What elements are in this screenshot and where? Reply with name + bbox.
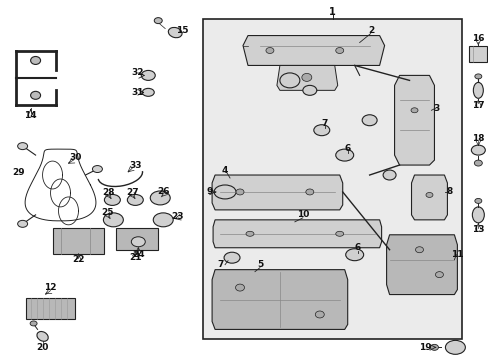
Text: 6: 6 [344,144,350,153]
Bar [52,228,104,254]
Text: 27: 27 [126,188,139,197]
Text: 20: 20 [36,343,49,352]
Polygon shape [243,36,384,66]
Polygon shape [212,270,347,329]
Ellipse shape [104,194,120,206]
Ellipse shape [127,194,143,206]
Text: 18: 18 [471,134,484,143]
Ellipse shape [265,48,273,54]
Text: 33: 33 [129,161,141,170]
Ellipse shape [92,166,102,172]
Text: 14: 14 [24,111,37,120]
Polygon shape [411,175,447,220]
Text: 26: 26 [157,188,169,197]
Ellipse shape [18,220,27,227]
Ellipse shape [335,231,343,236]
Polygon shape [394,75,433,165]
Ellipse shape [435,272,443,278]
Ellipse shape [31,91,41,99]
Text: 6: 6 [354,243,360,252]
Text: 3: 3 [432,104,439,113]
Text: 24: 24 [132,250,144,259]
Ellipse shape [301,73,311,81]
Ellipse shape [474,198,481,203]
Ellipse shape [415,247,423,253]
Ellipse shape [302,85,316,95]
Ellipse shape [473,160,481,166]
Ellipse shape [31,57,41,64]
Ellipse shape [345,249,363,261]
Text: 15: 15 [176,26,188,35]
Ellipse shape [315,311,324,318]
Ellipse shape [214,185,236,199]
Text: 5: 5 [256,260,263,269]
Ellipse shape [382,170,395,180]
Ellipse shape [168,27,182,38]
Text: 21: 21 [129,253,141,262]
Polygon shape [468,45,487,62]
Ellipse shape [235,284,244,291]
Ellipse shape [153,213,173,227]
Ellipse shape [142,88,154,96]
Ellipse shape [313,125,329,136]
Ellipse shape [236,189,244,195]
Ellipse shape [103,213,123,227]
Text: 32: 32 [131,68,143,77]
Text: 29: 29 [12,167,25,176]
Text: 7: 7 [321,119,327,128]
Text: 30: 30 [69,153,81,162]
Ellipse shape [429,345,438,350]
Ellipse shape [425,193,432,197]
Text: 1: 1 [329,6,335,17]
Ellipse shape [471,207,483,223]
Ellipse shape [470,145,484,155]
Text: 10: 10 [296,210,308,219]
Ellipse shape [410,108,417,113]
Text: 4: 4 [222,166,228,175]
Text: 17: 17 [471,101,484,110]
Ellipse shape [445,340,465,354]
Ellipse shape [18,143,27,150]
Ellipse shape [279,73,299,88]
Ellipse shape [141,71,155,80]
Text: 11: 11 [450,250,463,259]
Ellipse shape [474,74,481,79]
Polygon shape [386,235,456,294]
Ellipse shape [305,189,313,195]
Text: 25: 25 [101,208,113,217]
Ellipse shape [30,321,37,326]
Ellipse shape [154,18,162,24]
Text: 7: 7 [217,260,223,269]
Text: 13: 13 [471,225,484,234]
Polygon shape [213,220,381,248]
Bar [116,228,158,250]
Ellipse shape [224,252,240,263]
Text: 16: 16 [471,34,484,43]
Text: 22: 22 [72,255,84,264]
Text: 12: 12 [44,283,57,292]
Text: 9: 9 [206,188,213,197]
Ellipse shape [472,82,482,98]
Text: 8: 8 [446,188,451,197]
Ellipse shape [131,237,145,247]
Ellipse shape [37,332,48,341]
Polygon shape [276,66,337,90]
Text: 31: 31 [131,88,143,97]
Ellipse shape [150,191,170,205]
Text: 23: 23 [171,212,183,221]
Ellipse shape [335,149,353,161]
Text: 19: 19 [418,343,430,352]
Text: 28: 28 [102,188,114,197]
Ellipse shape [335,48,343,54]
Bar [25,298,75,319]
Bar [203,19,462,339]
Polygon shape [212,175,342,210]
Ellipse shape [245,231,253,236]
Text: 2: 2 [368,26,374,35]
Ellipse shape [362,115,376,126]
